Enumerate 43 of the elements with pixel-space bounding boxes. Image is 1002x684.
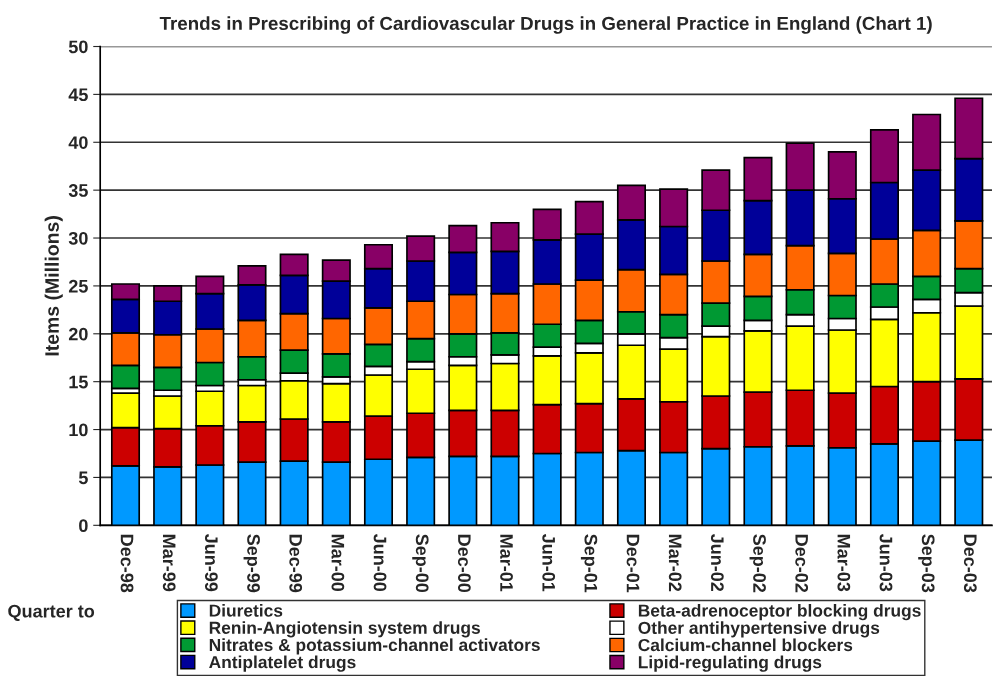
x-tick-label: Sep-99	[243, 534, 260, 593]
y-tick-label: 0	[79, 519, 88, 533]
x-tick-label: Dec-99	[289, 534, 303, 593]
y-tick-label: 10	[69, 423, 88, 437]
x-tick-label: Sep-01	[580, 534, 598, 593]
y-tick-label: 50	[68, 40, 88, 54]
y-tick-label: 15	[69, 375, 88, 389]
x-tick-label: Mar-03	[837, 534, 851, 592]
y-tick-label: 25	[68, 279, 88, 293]
legend-label: Calcium-channel blockers	[638, 638, 853, 652]
x-tick-label: Sep-03	[918, 534, 935, 593]
legend-label: Antiplatelet drugs	[209, 655, 356, 672]
x-tick-label: Jun-99	[204, 533, 218, 592]
x-tick-label: Dec-00	[457, 534, 471, 593]
y-tick-label: 40	[68, 136, 88, 149]
legend-label: Renin-Angiotensin system drugs	[209, 621, 480, 638]
x-tick-label: Jun-02	[710, 533, 724, 592]
legend-label: Beta-adrenoceptor blocking drugs	[638, 604, 921, 621]
x-tick-label: Jun-03	[879, 533, 893, 592]
x-tick-label: Sep-00	[412, 534, 429, 593]
legend-label: Other antihypertensive drugs	[638, 621, 880, 638]
x-tick-label: Mar-99	[162, 534, 176, 592]
y-tick-label: 20	[68, 327, 88, 341]
y-tick-label: 5	[78, 471, 88, 485]
y-axis-title: Items (Millions)	[44, 216, 63, 356]
y-tick-label: 45	[68, 88, 88, 102]
legend-label: Nitrates & potassium-channel activators	[209, 638, 540, 655]
x-tick-label: Dec-03	[963, 534, 977, 593]
x-tick-label: Dec-98	[120, 534, 134, 593]
x-axis-title: Quarter to	[8, 604, 95, 621]
y-tick-label: 35	[68, 184, 88, 197]
x-tick-label: Jun-00	[373, 533, 387, 592]
chart-title: Trends in Prescribing of Cardiovascular Drugs in General Practice in England (Chart 1)	[159, 16, 932, 34]
x-tick-label: Mar-02	[668, 534, 682, 592]
x-tick-label: Sep-02	[749, 534, 766, 593]
x-tick-label: Dec-01	[626, 534, 640, 593]
x-tick-label: Dec-02	[795, 534, 809, 593]
x-tick-label: Jun-01	[542, 533, 556, 592]
x-tick-label: Mar-01	[500, 534, 513, 592]
x-tick-label: Mar-00	[331, 534, 345, 592]
legend-label: Lipid-regulating drugs	[638, 655, 822, 672]
legend-label: Diuretics	[209, 604, 283, 617]
y-tick-label: 30	[68, 231, 88, 245]
